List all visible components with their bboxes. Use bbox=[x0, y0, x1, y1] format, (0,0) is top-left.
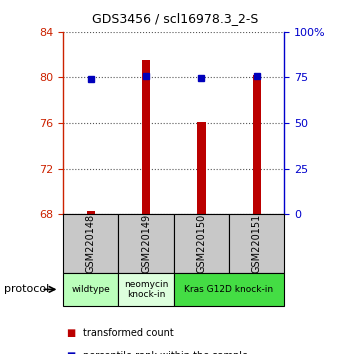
Text: GSM220148: GSM220148 bbox=[86, 214, 96, 273]
Bar bbox=[86, 211, 95, 214]
Text: GSM220151: GSM220151 bbox=[252, 214, 262, 273]
Text: percentile rank within the sample: percentile rank within the sample bbox=[83, 351, 248, 354]
Text: ■: ■ bbox=[67, 328, 76, 338]
Text: ■: ■ bbox=[67, 351, 76, 354]
Text: protocol: protocol bbox=[4, 284, 49, 295]
Bar bbox=[197, 122, 206, 214]
Text: Kras G12D knock-in: Kras G12D knock-in bbox=[184, 285, 274, 294]
Text: neomycin
knock-in: neomycin knock-in bbox=[124, 280, 168, 299]
Text: wildtype: wildtype bbox=[71, 285, 110, 294]
Text: GDS3456 / scl16978.3_2-S: GDS3456 / scl16978.3_2-S bbox=[92, 12, 258, 25]
Bar bbox=[253, 75, 261, 214]
Text: GSM220149: GSM220149 bbox=[141, 214, 151, 273]
Text: GSM220150: GSM220150 bbox=[196, 214, 206, 273]
Bar bbox=[142, 60, 150, 214]
Text: transformed count: transformed count bbox=[83, 328, 174, 338]
